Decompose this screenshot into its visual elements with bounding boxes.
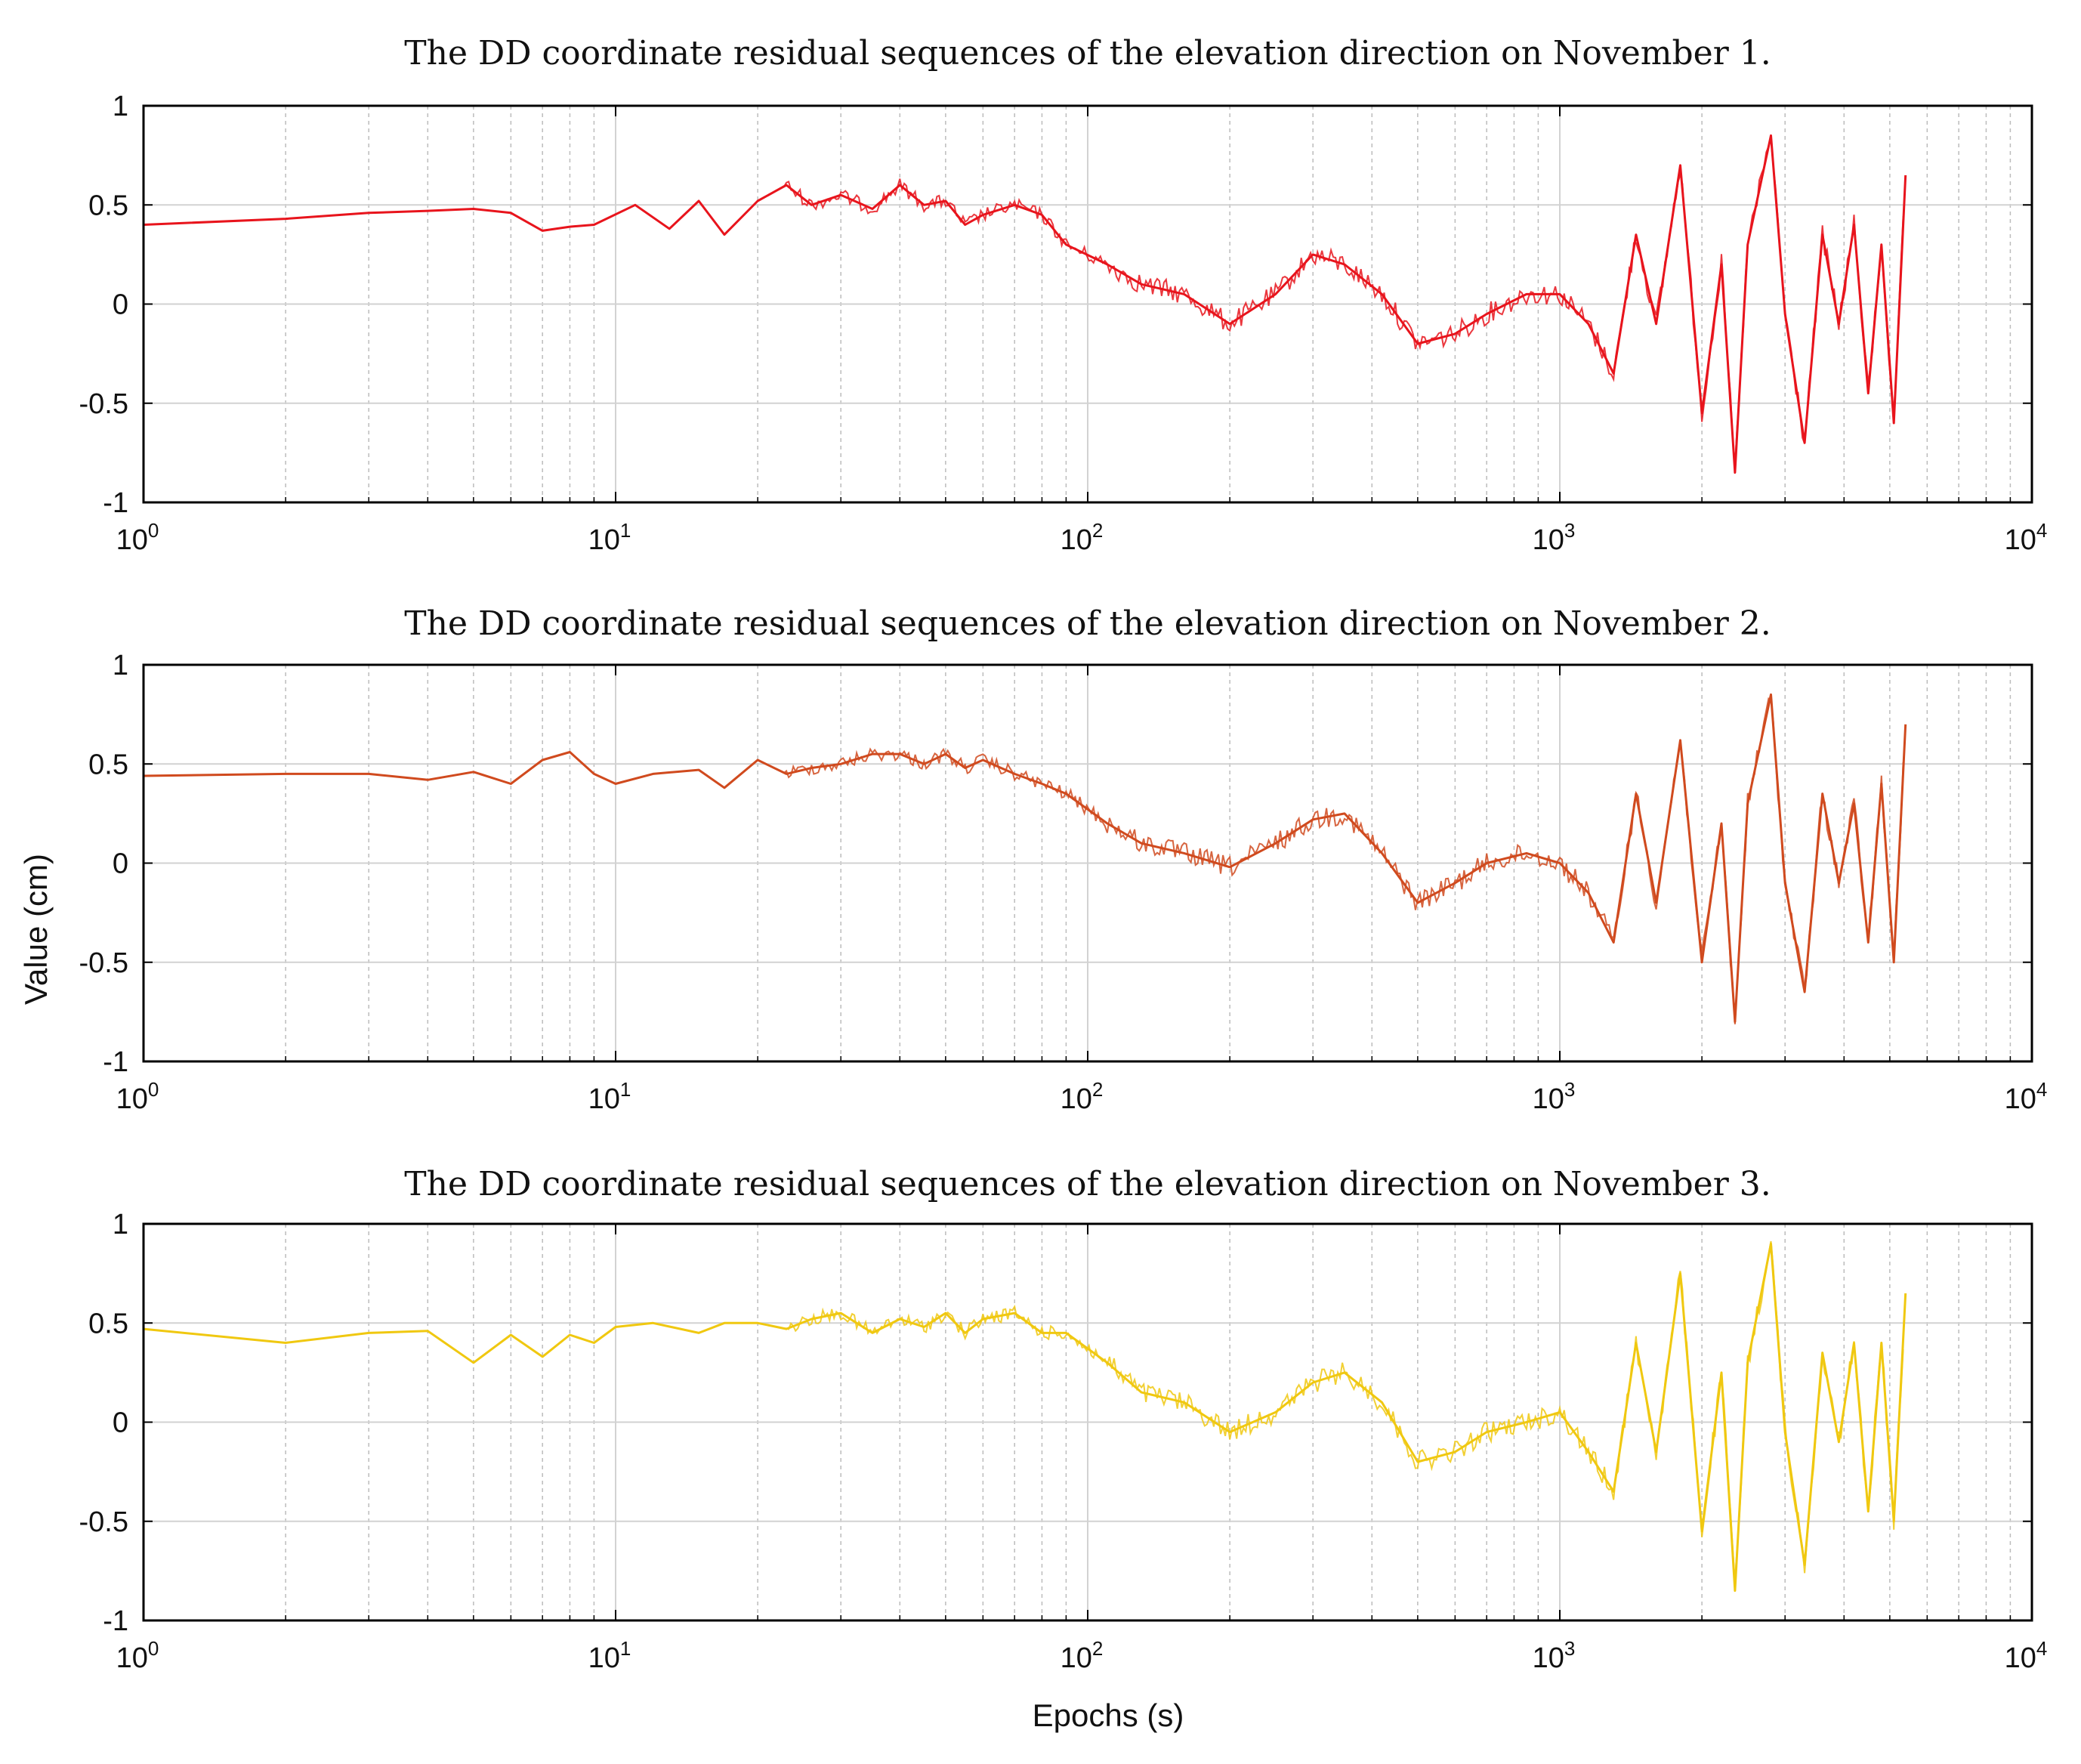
x-tick-label: 103 [1533, 1078, 1576, 1115]
panel-2: The DD coordinate residual sequences of … [79, 604, 2048, 1115]
x-ticks: 100 101 102 103 104 [116, 106, 2048, 556]
x-axis-label: Epochs (s) [1033, 1698, 1184, 1733]
y-ticks: 1 0.5 0 -0.5 -1 [79, 650, 2032, 1078]
x-ticks: 100 101 102 103 104 [116, 665, 2048, 1115]
x-tick-label: 102 [1061, 1078, 1104, 1115]
series-noise [143, 139, 1904, 468]
y-tick-label: 0.5 [88, 1308, 128, 1339]
x-tick-label: 101 [588, 1637, 631, 1674]
x-tick-label: 102 [1061, 1637, 1104, 1674]
chart-title: The DD coordinate residual sequences of … [404, 604, 1771, 643]
y-axis-label: Value (cm) [18, 854, 54, 1005]
panel-3: The DD coordinate residual sequences of … [79, 1165, 2048, 1674]
x-tick-label: 104 [2005, 1637, 2048, 1674]
x-tick-label: 104 [2005, 1078, 2048, 1115]
series-layer [143, 693, 1907, 1024]
series-layer [143, 1240, 1907, 1593]
x-tick-label: 100 [116, 1078, 159, 1115]
y-ticks: 1 0.5 0 -0.5 -1 [79, 1209, 2032, 1637]
y-ticks: 1 0.5 0 -0.5 -1 [79, 91, 2032, 519]
x-tick-label: 102 [1061, 519, 1104, 556]
chart-title: The DD coordinate residual sequences of … [404, 1165, 1771, 1203]
panel-1: The DD coordinate residual sequences of … [79, 34, 2048, 556]
y-tick-label: -1 [103, 487, 128, 519]
y-tick-label: 1 [113, 650, 128, 681]
y-tick-label: 1 [113, 91, 128, 122]
x-tick-label: 103 [1533, 1637, 1576, 1674]
y-tick-label: 1 [113, 1209, 128, 1240]
y-tick-label: -1 [103, 1046, 128, 1078]
y-tick-label: 0.5 [88, 749, 128, 780]
x-tick-label: 104 [2005, 519, 2048, 556]
x-ticks: 100 101 102 103 104 [116, 1224, 2048, 1674]
y-tick-label: 0 [113, 848, 128, 880]
y-tick-label: -0.5 [79, 1506, 128, 1538]
y-tick-label: -0.5 [79, 388, 128, 420]
y-tick-label: -0.5 [79, 947, 128, 979]
series-noise [143, 1240, 1904, 1583]
x-tick-label: 100 [116, 1637, 159, 1674]
y-tick-label: 0 [113, 1407, 128, 1439]
series-noise [144, 697, 1904, 1024]
x-tick-label: 100 [116, 519, 159, 556]
x-tick-label: 103 [1533, 519, 1576, 556]
y-tick-label: -1 [103, 1605, 128, 1637]
chart-title: The DD coordinate residual sequences of … [404, 34, 1771, 73]
x-tick-label: 101 [588, 519, 631, 556]
x-tick-label: 101 [588, 1078, 631, 1115]
y-tick-label: 0.5 [88, 190, 128, 221]
series-layer [143, 134, 1907, 474]
y-tick-label: 0 [113, 289, 128, 321]
